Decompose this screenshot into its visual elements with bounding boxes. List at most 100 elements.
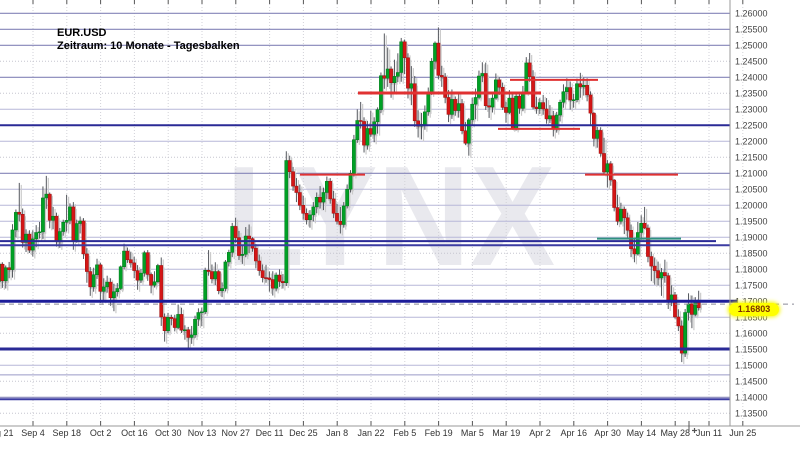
candle[interactable] <box>466 117 473 158</box>
candle[interactable] <box>490 94 496 115</box>
x-axis-label: Mar 19 <box>492 428 520 438</box>
candle[interactable] <box>531 70 537 112</box>
y-axis-label: 1.16000 <box>735 328 768 338</box>
x-axis-label: Sep 4 <box>21 428 45 438</box>
x-axis-label: Jun 25 <box>729 428 756 438</box>
x-axis-label: Dec 25 <box>289 428 318 438</box>
timeframe-subtitle: Zeitraum: 10 Monate - Tagesbalken <box>57 40 240 52</box>
candle[interactable] <box>558 99 564 124</box>
y-axis-label: 1.20500 <box>735 184 768 194</box>
y-axis-label: 1.21000 <box>735 168 768 178</box>
candle[interactable] <box>159 257 165 328</box>
candle[interactable] <box>372 117 378 145</box>
candle[interactable] <box>683 308 689 359</box>
x-axis-label: Sep 18 <box>53 428 82 438</box>
y-axis-label: 1.17500 <box>735 280 768 290</box>
x-axis-label: Jan 8 <box>326 428 348 438</box>
y-axis-label: 1.22000 <box>735 136 768 146</box>
vertical-gridlines <box>32 4 744 426</box>
candle[interactable] <box>54 212 60 249</box>
y-axis-label: 1.19000 <box>735 232 768 242</box>
y-axis-label: 1.14000 <box>735 392 768 402</box>
candle[interactable] <box>118 265 124 293</box>
current-price-tag: 1.16803 <box>729 303 779 316</box>
candlestick-series[interactable] <box>0 27 702 365</box>
candle[interactable] <box>47 192 53 231</box>
candle[interactable] <box>264 264 270 285</box>
x-axis-label: Dec 11 <box>256 428 284 438</box>
candle[interactable] <box>341 202 348 230</box>
candle[interactable] <box>233 217 239 245</box>
x-axis-label: Jun 11 <box>696 428 722 438</box>
candle[interactable] <box>355 109 361 145</box>
x-axis-label: May 14 <box>627 428 657 438</box>
candle[interactable] <box>392 59 398 95</box>
y-axis-label: 1.23500 <box>735 88 768 98</box>
candle[interactable] <box>61 219 67 238</box>
x-axis-label: Feb 5 <box>393 428 416 438</box>
x-axis-label: Nov 27 <box>222 428 251 438</box>
candle[interactable] <box>193 315 199 341</box>
candle[interactable] <box>352 134 358 179</box>
candle[interactable] <box>642 206 648 231</box>
x-axis-label: Oct 30 <box>155 428 182 438</box>
candle[interactable] <box>226 249 233 269</box>
candle[interactable] <box>321 187 327 213</box>
candle[interactable] <box>345 184 351 211</box>
y-axis-label: 1.16500 <box>735 312 768 322</box>
candle[interactable] <box>436 27 442 82</box>
x-axis-label: Nov 13 <box>188 428 217 438</box>
y-axis-label: 1.15000 <box>735 360 768 370</box>
horizontal-gridlines <box>0 12 730 414</box>
candle[interactable] <box>203 267 209 317</box>
candle[interactable] <box>196 308 202 328</box>
x-axis-label: Oct 2 <box>90 428 112 438</box>
candle[interactable] <box>277 269 283 289</box>
x-axis-label: Apr 16 <box>561 428 588 438</box>
candle[interactable] <box>34 225 40 250</box>
candle[interactable] <box>673 292 679 321</box>
axis-frame <box>0 0 800 427</box>
candle[interactable] <box>311 202 317 224</box>
candle[interactable] <box>284 151 290 288</box>
candle[interactable] <box>216 269 222 297</box>
x-axis-label: May 28 <box>660 428 690 438</box>
x-axis-label: Feb 19 <box>425 428 453 438</box>
candle[interactable] <box>260 264 266 285</box>
candle[interactable] <box>477 70 483 102</box>
candle[interactable] <box>112 283 118 314</box>
candle[interactable] <box>494 73 500 102</box>
x-axis-label: Apr 30 <box>594 428 621 438</box>
candle[interactable] <box>223 260 229 294</box>
candle[interactable] <box>199 307 206 329</box>
candle[interactable] <box>375 107 381 136</box>
candle[interactable] <box>139 269 145 286</box>
y-axis-label: 1.17000 <box>735 296 768 306</box>
y-axis-label: 1.21500 <box>735 152 768 162</box>
y-axis-label: 1.24500 <box>735 56 768 66</box>
x-axis-label: Mar 5 <box>461 428 484 438</box>
y-axis-label: 1.20000 <box>735 200 768 210</box>
axis-ticks <box>32 0 744 426</box>
y-axis-label: 1.13500 <box>735 408 768 418</box>
candle[interactable] <box>429 58 435 97</box>
support-resistance-lines[interactable] <box>0 78 794 401</box>
y-axis-label: 1.23000 <box>735 104 768 114</box>
candle[interactable] <box>568 81 574 112</box>
candle[interactable] <box>20 208 26 250</box>
y-axis-label: 1.18000 <box>735 264 768 274</box>
x-axis-label: Jan 22 <box>357 428 384 438</box>
x-axis-label: Aug 21 <box>0 428 13 438</box>
candle[interactable] <box>14 209 20 240</box>
candle[interactable] <box>460 99 466 137</box>
y-axis-label: 1.25000 <box>735 40 768 50</box>
candle[interactable] <box>243 227 250 260</box>
candle[interactable] <box>98 262 104 305</box>
candle[interactable] <box>10 224 16 280</box>
candle[interactable] <box>412 76 419 129</box>
candle[interactable] <box>666 272 672 311</box>
chart-title-block: EUR.USD Zeitraum: 10 Monate - Tagesbalke… <box>57 27 240 53</box>
candle[interactable] <box>3 265 10 291</box>
last-bar-marker <box>688 421 697 433</box>
